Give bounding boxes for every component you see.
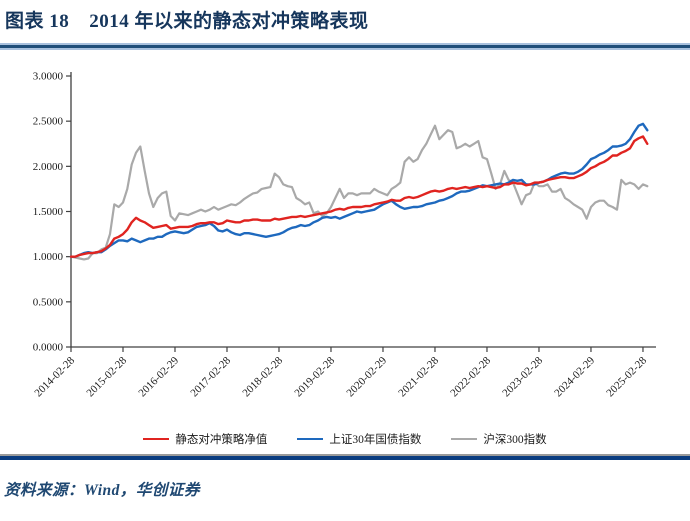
figure-label: 图表 18	[5, 11, 70, 32]
data-source-note: 资料来源：Wind，华创证券	[4, 482, 200, 499]
figure-header: 图表 18 2014 年以来的静态对冲策略表现	[5, 6, 685, 33]
legend-line-swatch	[451, 437, 478, 441]
chart-legend: 静态对冲策略净值 上证30年国债指数 沪深300指数	[0, 431, 690, 447]
figure-bottom-divider	[0, 454, 690, 460]
legend-item-2: 沪深300指数	[451, 431, 547, 447]
series-line-1	[69, 122, 649, 258]
legend-line-swatch	[297, 437, 324, 441]
legend-item-0: 静态对冲策略净值	[143, 431, 267, 447]
x-axis-tick-label: 2019-02-28	[292, 354, 337, 399]
line-chart-canvas: 0.0000 0.5000 1.0000 1.5000 2.0000 2.5000 3.00…	[32, 71, 656, 399]
title-divider-light-bottom	[0, 48, 690, 50]
x-axis-tick-label: 2021-02-28	[396, 354, 441, 399]
bottom-divider-navy	[0, 455, 690, 460]
y-axis-tick-label: 1.5000	[33, 206, 64, 218]
legend-label: 上证30年国债指数	[329, 434, 422, 446]
x-axis-tick-label: 2014-02-28	[32, 354, 77, 399]
y-axis-tick-label: 0.0000	[33, 342, 64, 354]
x-axis-tick-label: 2018-02-28	[240, 354, 285, 399]
legend-line-swatch	[143, 437, 170, 441]
title-divider-navy	[0, 44, 690, 48]
x-axis-tick-label: 2020-02-29	[344, 354, 389, 399]
x-axis-tick-label: 2024-02-29	[552, 354, 597, 399]
y-axis-tick-label: 2.5000	[33, 116, 64, 128]
y-axis-tick-label: 0.5000	[33, 296, 64, 308]
y-axis-tick-label: 1.0000	[33, 251, 64, 263]
x-axis-tick-label: 2023-02-28	[500, 354, 545, 399]
x-axis-tick-label: 2016-02-29	[136, 354, 181, 399]
series-line-0	[69, 135, 649, 258]
title-divider-light-top	[0, 43, 690, 45]
y-axis-tick-label: 2.0000	[33, 161, 64, 173]
figure-title: 2014 年以来的静态对冲策略表现	[89, 11, 369, 32]
series-line-2	[69, 124, 649, 261]
x-axis-tick-label: 2022-02-28	[448, 354, 493, 399]
bottom-divider-gray	[0, 454, 690, 456]
x-axis-tick-label: 2017-02-28	[188, 354, 233, 399]
x-axis-tick-label: 2025-02-28	[604, 354, 649, 399]
legend-label: 沪深300指数	[483, 434, 547, 446]
legend-item-1: 上证30年国债指数	[297, 431, 421, 447]
title-divider	[0, 43, 690, 50]
legend-label: 静态对冲策略净值	[175, 434, 268, 446]
y-axis-tick-label: 3.0000	[33, 71, 64, 83]
x-axis-tick-label: 2015-02-28	[84, 354, 129, 399]
